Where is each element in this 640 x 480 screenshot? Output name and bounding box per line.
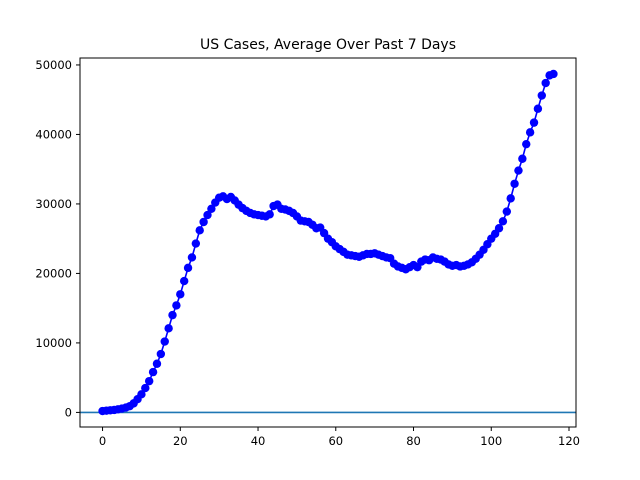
y-tick-label: 30000: [35, 197, 72, 211]
data-point: [541, 78, 550, 88]
data-point: [510, 179, 519, 188]
data-point: [148, 367, 158, 377]
data-point: [160, 337, 169, 346]
x-tick-label: 40: [251, 434, 266, 448]
x-tick-label: 100: [480, 434, 502, 448]
y-tick-label: 40000: [35, 127, 72, 141]
data-point: [164, 324, 173, 333]
axes-frame: [79, 57, 577, 428]
data-point: [176, 290, 185, 299]
data-point: [207, 204, 216, 213]
data-point: [494, 224, 504, 233]
data-point: [506, 194, 515, 203]
data-point: [498, 217, 508, 226]
plot-area: 0 20 40 60 80 100 120 0 10000 20000 30000 40000 5000…: [35, 57, 580, 448]
y-tick-label: 50000: [35, 58, 72, 72]
data-point: [187, 253, 197, 262]
data-point: [522, 139, 531, 149]
x-tick-label: 60: [328, 434, 343, 448]
x-tick-label: 20: [173, 434, 188, 448]
data-point: [549, 69, 558, 79]
data-point: [518, 154, 527, 163]
data-point: [537, 91, 546, 100]
y-tick-label: 10000: [35, 336, 72, 350]
data-point: [172, 301, 181, 310]
y-tick-label: 0: [65, 405, 72, 419]
data-point: [191, 239, 201, 248]
data-point: [168, 310, 177, 320]
x-tick-label: 80: [406, 434, 421, 448]
data-point: [156, 349, 166, 359]
y-tick-label: 20000: [35, 266, 72, 280]
data-point: [199, 217, 208, 227]
data-point: [529, 118, 539, 127]
x-tick-label: 120: [558, 434, 580, 448]
data-point: [514, 166, 523, 175]
data-point: [265, 210, 274, 219]
data-point: [502, 207, 512, 216]
data-point: [137, 390, 146, 399]
data-point: [144, 376, 154, 386]
data-point: [195, 226, 204, 235]
data-point: [203, 210, 212, 220]
data-point: [183, 263, 193, 273]
data-point: [141, 383, 150, 393]
data-point: [152, 359, 162, 368]
x-tick-label: 0: [99, 434, 106, 448]
chart-title: US Cases, Average Over Past 7 Days: [200, 37, 456, 53]
data-point: [533, 104, 543, 113]
data-point: [179, 276, 189, 286]
data-point: [525, 128, 535, 137]
